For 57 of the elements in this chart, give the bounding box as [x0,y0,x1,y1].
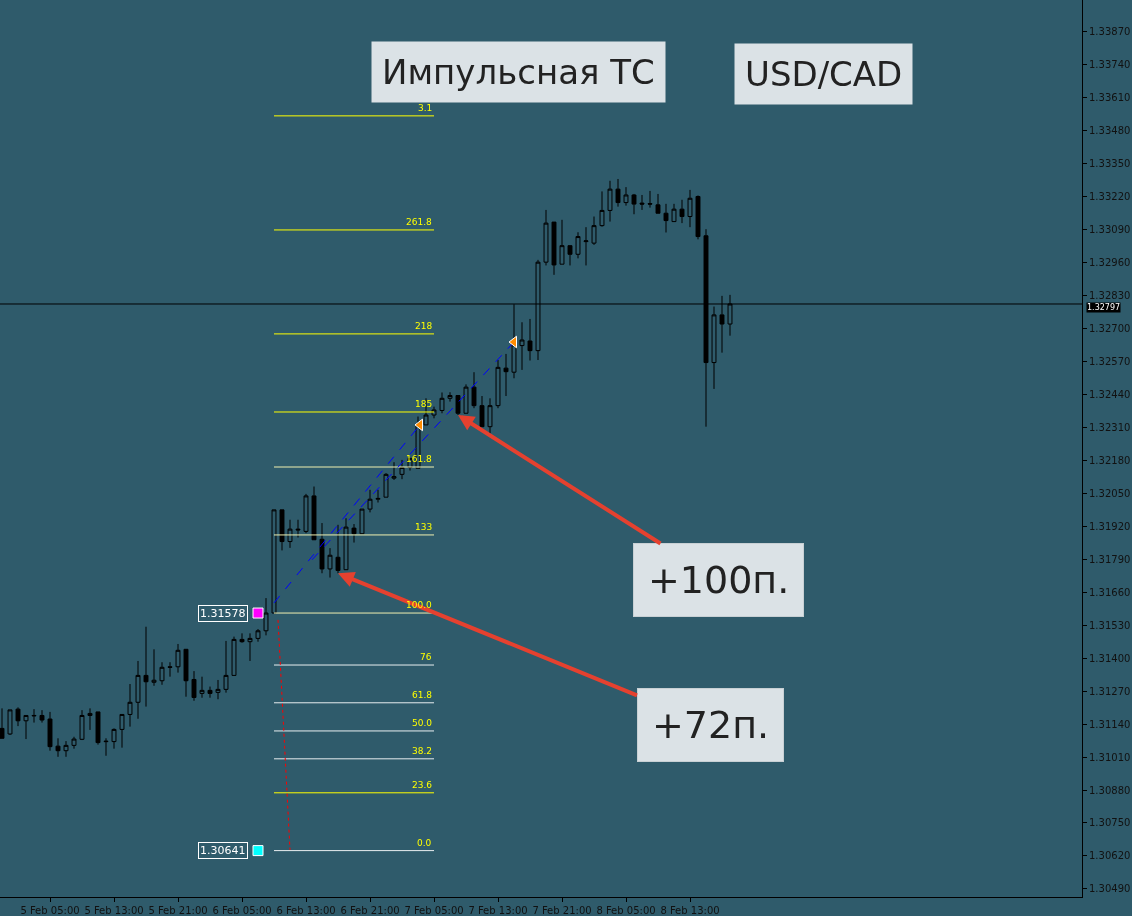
y-tick-label: 1.33740 [1089,59,1131,71]
annotation: 0.0 [417,838,432,848]
annotation: 50.0 [412,718,433,728]
y-tick-label: 1.31010 [1089,751,1131,763]
ref-line-label: 1.32797 [1087,303,1121,312]
x-tick-label: 6 Feb 13:00 [276,905,336,916]
y-tick-label: 1.33350 [1089,158,1131,170]
annotation: 38.2 [412,746,433,756]
x-tick-label: 6 Feb 05:00 [212,905,272,916]
text: Импульсная ТС [382,52,655,92]
y-tick-label: 1.31400 [1089,652,1131,664]
y-tick-label: 1.33870 [1089,26,1131,38]
y-tick-label: 1.30490 [1089,883,1131,895]
y-tick-label: 1.32180 [1089,454,1131,466]
y-tick-label: 1.31920 [1089,520,1131,532]
y-tick-label: 1.31270 [1089,685,1131,697]
annotation: +100п. [648,558,790,602]
x-tick-label: 7 Feb 13:00 [468,905,528,916]
x-tick-label: 5 Feb 13:00 [84,905,144,916]
data-label: 1.30641 [200,844,246,857]
x-tick-label: 7 Feb 21:00 [532,905,592,916]
y-tick-label: 1.31790 [1089,553,1131,565]
annotation: 23.6 [412,780,433,790]
y-tick-label: 1.32960 [1089,257,1131,269]
annotation: 218 [415,321,433,331]
y-tick-label: 1.32440 [1089,389,1131,400]
data-label: 1.31578 [200,607,246,620]
x-tick-label: 6 Feb 21:00 [340,905,400,916]
y-tick-label: 1.33090 [1089,224,1131,236]
y-tick-label: 1.30880 [1089,784,1131,796]
y-tick-label: 1.31530 [1089,619,1131,631]
y-tick-label: 1.31660 [1089,586,1131,598]
x-tick-label: 8 Feb 13:00 [660,905,720,916]
x-tick-label: 5 Feb 05:00 [20,905,80,916]
y-tick-label: 1.30750 [1089,817,1131,829]
y-tick-label: 1.32830 [1089,290,1131,302]
annotation: +72п. [652,703,770,747]
annotation: 161.8 [406,454,433,464]
x-tick-label: 5 Feb 21:00 [148,905,208,916]
y-tick-label: 1.32700 [1089,323,1131,335]
y-tick-label: 1.33220 [1089,191,1131,203]
y-tick-label: 1.32570 [1089,356,1131,368]
x-tick-label: 8 Feb 05:00 [596,905,656,916]
y-tick-label: 1.31140 [1089,718,1131,730]
y-tick-label: 1.33480 [1089,125,1131,137]
y-tick-label: 1.32050 [1089,487,1131,499]
annotation: 133 [415,522,433,532]
x-tick-label: 7 Feb 05:00 [404,905,464,916]
text: USD/CAD [745,54,903,94]
y-tick-label: 1.33610 [1089,92,1131,104]
y-tick-label: 1.30620 [1089,850,1131,862]
annotation: 185 [415,399,433,409]
annotation: 3.1 [418,103,433,113]
annotation: 261.8 [406,217,433,227]
y-tick-label: 1.32310 [1089,421,1131,433]
annotation: 61.8 [412,690,433,700]
annotation: 76 [420,652,432,662]
